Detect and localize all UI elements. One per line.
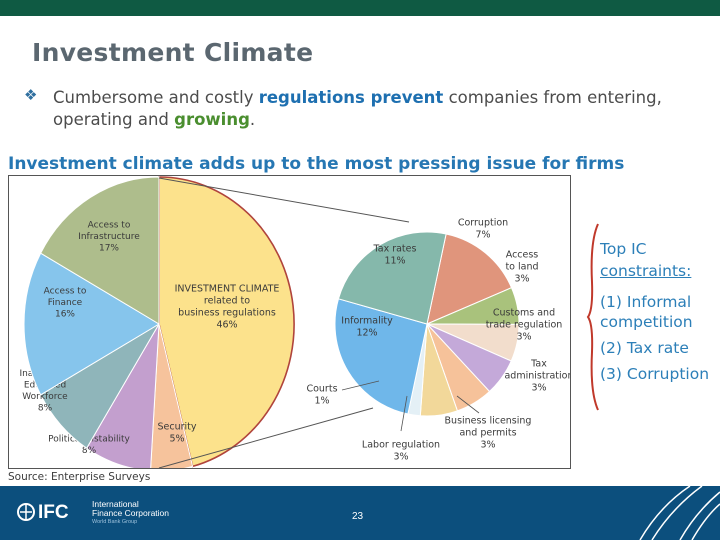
org-sub: World Bank Group xyxy=(92,519,138,525)
slice-label-line: 11% xyxy=(384,255,405,266)
slice-label-line: administration xyxy=(504,370,570,381)
slice-label-line: trade regulation xyxy=(486,319,563,330)
slice-label-line: 5% xyxy=(169,433,184,444)
slice-label-line: Customs and xyxy=(493,307,555,318)
page-number: 23 xyxy=(352,511,364,522)
slice-label-line: 8% xyxy=(38,403,53,413)
footer-bar xyxy=(0,486,720,540)
org-line2: Finance Corporation xyxy=(92,508,170,518)
slice-label-line: Access xyxy=(506,249,539,260)
ifc-emblem-icon xyxy=(17,503,35,521)
ifc-logo-text: IFC xyxy=(38,502,69,523)
pointer-line xyxy=(341,380,380,391)
slice-label-line: 8% xyxy=(82,446,97,456)
constraint-item: (3) Corruption xyxy=(600,365,710,383)
left-pie-slice xyxy=(158,176,295,468)
slice-label-line: Informality xyxy=(341,315,393,326)
bullet-part: Cumbersome and costly xyxy=(53,88,259,107)
slice-label-line: 17% xyxy=(99,244,119,254)
top-constraints: Top IC constraints: (1) Informal competi… xyxy=(600,238,718,384)
constraint-item: (2) Tax rate xyxy=(600,339,689,357)
slice-label-line: 46% xyxy=(216,319,237,330)
slice-label-line: and permits xyxy=(459,427,516,438)
slice-label-line: Access to xyxy=(44,287,87,297)
slice-label: Access to Infrastructure 17% xyxy=(78,221,140,254)
chart-box: INVESTMENT CLIMATE related to business reg… xyxy=(8,175,571,469)
slice-label: Business licensing and permits 3% xyxy=(445,415,532,450)
slice-label-line: Tax xyxy=(530,358,547,369)
org-name: International Finance Corporation xyxy=(92,500,169,518)
constraint-item: (1) Informal competition xyxy=(600,293,693,331)
pointer-line xyxy=(400,395,408,432)
bullet-part: companies from entering, operating and xyxy=(53,88,662,129)
slice-label: Corruption 7% xyxy=(458,217,508,240)
slice-label: Courts 1% xyxy=(306,383,337,406)
left-pie-slice xyxy=(150,323,194,468)
zoom-line xyxy=(158,407,374,468)
right-pie-slice xyxy=(337,231,447,325)
slice-label-line: 3% xyxy=(514,273,529,284)
pointer-line xyxy=(456,395,480,414)
slice-label-line: 3% xyxy=(480,439,495,450)
slice-label-line: Security xyxy=(157,421,196,432)
slice-label: Tax rates 11% xyxy=(373,243,417,266)
bracket-icon xyxy=(586,223,599,411)
slice-label-line: Corruption xyxy=(458,217,508,228)
left-pie-slice xyxy=(40,176,160,325)
slice-label-line: 3% xyxy=(516,331,531,342)
slide-title: Investment Climate xyxy=(32,38,314,67)
slice-label-line: Infrastructure xyxy=(78,232,140,242)
slice-label: Access to Finance 16% xyxy=(44,287,87,320)
right-pie-slice xyxy=(334,298,428,415)
slice-label-line: Workforce xyxy=(22,392,68,402)
slice-label-line: 16% xyxy=(55,310,75,320)
slice-label-line: 3% xyxy=(393,451,408,462)
slice-label: Informality 12% xyxy=(341,315,393,338)
source-note: Source: Enterprise Surveys xyxy=(8,471,151,483)
org-line1: International xyxy=(92,499,139,509)
right-pie-slice xyxy=(426,233,513,325)
slice-label: Labor regulation 3% xyxy=(362,439,440,462)
pie-charts: INVESTMENT CLIMATE related to business reg… xyxy=(19,176,570,468)
slice-label-line: INVESTMENT CLIMATE xyxy=(175,283,280,294)
bullet-highlight-regulations: regulations prevent xyxy=(258,88,444,107)
slice-label: Tax administration 3% xyxy=(504,358,570,393)
slice-label-line: Access to xyxy=(88,221,131,231)
slice-label: INVESTMENT CLIMATE related to business reg… xyxy=(175,283,280,330)
slice-label-line: to land xyxy=(505,261,538,272)
top-bar xyxy=(0,0,720,16)
bullet-highlight-growing: growing xyxy=(174,110,250,129)
slice-label-line: Finance xyxy=(48,298,83,308)
constraints-heading-line1: Top IC xyxy=(600,240,647,258)
constraints-heading-line2: constraints: xyxy=(600,262,692,280)
slice-label-line: 12% xyxy=(356,327,377,338)
slice-label-line: 7% xyxy=(475,229,490,240)
slice-label-line: related to xyxy=(204,295,250,306)
slice-label-line: Labor regulation xyxy=(362,439,440,450)
zoom-line xyxy=(158,177,410,223)
slice-label-line: Courts xyxy=(306,383,337,394)
slice-label-line: 3% xyxy=(531,382,546,393)
slice-label-line: Tax rates xyxy=(373,243,417,254)
slice-label: Customs and trade regulation 3% xyxy=(486,307,563,342)
slice-label: Access to land 3% xyxy=(505,249,538,284)
slice-label-line: Business licensing xyxy=(445,415,532,426)
decorative-stripes xyxy=(639,486,720,540)
bullet-text: Cumbersome and costly regulations preven… xyxy=(53,87,713,131)
left-pie-slice xyxy=(23,252,160,396)
chart-subtitle: Investment climate adds up to the most p… xyxy=(8,154,625,174)
slice-label-line: 1% xyxy=(314,395,329,406)
diamond-bullet-icon: ❖ xyxy=(24,86,38,104)
bullet-part: . xyxy=(249,110,256,129)
slice-label: Security 5% xyxy=(157,421,196,444)
slice-label-line: business regulations xyxy=(178,307,276,318)
